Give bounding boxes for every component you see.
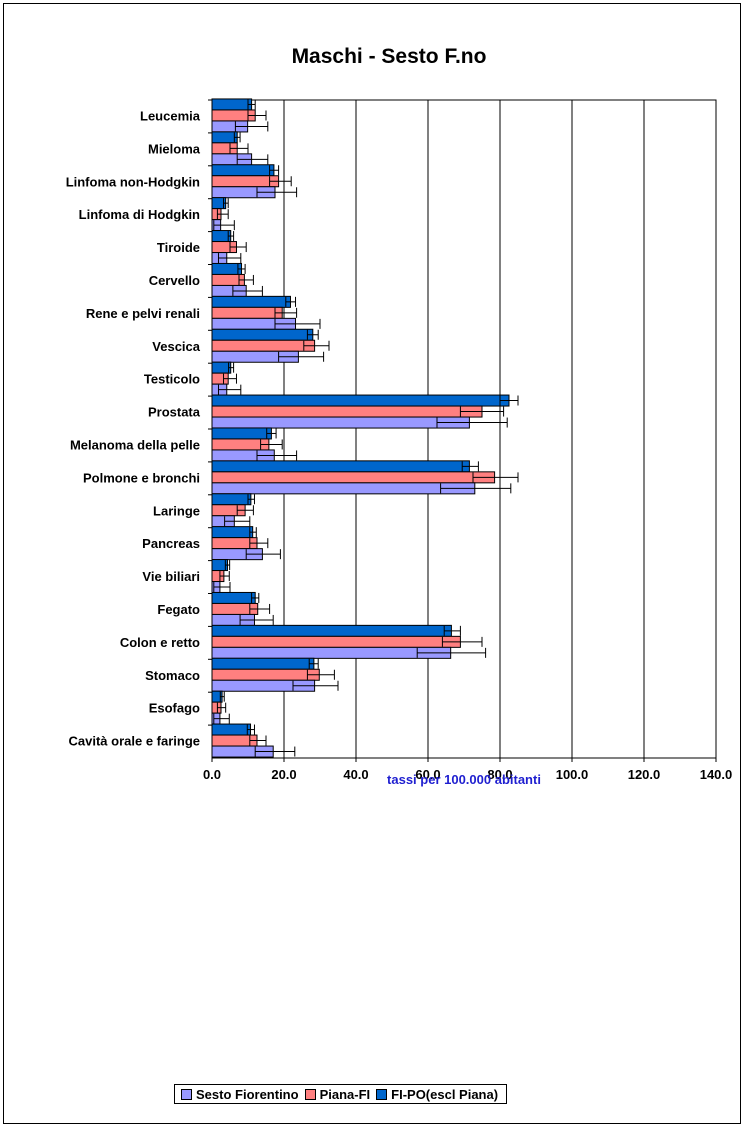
bar: [211, 624, 452, 637]
bar: [211, 493, 252, 506]
category-label: Prostata: [148, 405, 201, 420]
bar: [211, 175, 280, 188]
legend-swatch: [376, 1088, 388, 1100]
legend: Sesto Fiorentino Piana-FI FI-PO(escl Piana…: [174, 1084, 508, 1104]
category-label: Polmone e bronchi: [83, 470, 200, 485]
x-tick-label: 120.0: [628, 767, 661, 782]
category-label: Pancreas: [142, 536, 200, 551]
bar: [211, 460, 470, 473]
bar: [211, 328, 314, 341]
bar: [211, 131, 238, 144]
x-tick-label: 60.0: [415, 767, 440, 782]
category-label: Tiroide: [157, 240, 200, 255]
bar: [211, 482, 476, 495]
legend-swatch: [181, 1088, 192, 1100]
category-label: Vescica: [152, 339, 200, 354]
x-tick-label: 0.0: [203, 767, 221, 782]
x-tick-label: 40.0: [343, 767, 368, 782]
category-label: Linfoma non-Hodgkin: [66, 174, 200, 189]
x-tick-label: 20.0: [271, 767, 296, 782]
bar: [211, 591, 256, 604]
category-label: Mieloma: [148, 141, 201, 156]
category-label: Esofago: [149, 701, 200, 716]
bar: [211, 668, 320, 681]
category-label: Fegato: [157, 602, 200, 617]
bar: [211, 394, 510, 407]
legend-label: Sesto Fiorentino: [196, 1086, 299, 1102]
category-label: Rene e pelvi renali: [86, 306, 200, 321]
legend-item: Sesto Fiorentino: [181, 1087, 299, 1102]
bar: [211, 306, 283, 319]
bar: [211, 339, 316, 352]
legend-label: FI-PO(escl Piana): [391, 1086, 499, 1102]
bar: [211, 471, 496, 484]
chart-title: Maschi - Sesto F.no: [292, 45, 487, 68]
category-label: Cavità orale e faringe: [69, 734, 201, 749]
category-label: Laringe: [153, 503, 200, 518]
bar: [211, 262, 243, 275]
bar: [211, 635, 461, 648]
legend-item: FI-PO(escl Piana): [376, 1087, 498, 1102]
bar: [211, 427, 272, 440]
bar: [211, 526, 254, 539]
category-label: Cervello: [149, 273, 200, 288]
bar: [211, 416, 470, 429]
bar: [211, 646, 452, 659]
x-axis-label: tassi per 100.000 abitanti: [387, 772, 541, 787]
legend-swatch: [304, 1088, 316, 1100]
x-tick-label: 80.0: [487, 767, 512, 782]
category-label: Vie biliari: [142, 569, 200, 584]
category-label: Melanoma della pelle: [70, 437, 200, 452]
bar: [211, 98, 253, 111]
bar: [211, 295, 291, 308]
category-label: Testicolo: [144, 372, 200, 387]
legend-item: Piana-FI: [304, 1086, 371, 1102]
bar: [211, 405, 483, 418]
plot-area: Leucemia Mieloma Linfoma non-Hodgkin Linfom…: [66, 98, 733, 782]
chart-frame: [3, 3, 741, 1124]
bar: [211, 657, 315, 670]
x-tick-label: 140.0: [700, 767, 733, 782]
category-label: Linfoma di Hodgkin: [79, 207, 200, 222]
category-label: Leucemia: [140, 108, 201, 123]
x-tick-label: 100.0: [556, 767, 589, 782]
bar: [211, 164, 275, 177]
category-label: Colon e retto: [120, 635, 200, 650]
category-label: Stomaco: [145, 668, 200, 683]
bar: [211, 361, 232, 374]
bar: [211, 723, 252, 736]
legend-label: Piana-FI: [319, 1086, 371, 1102]
